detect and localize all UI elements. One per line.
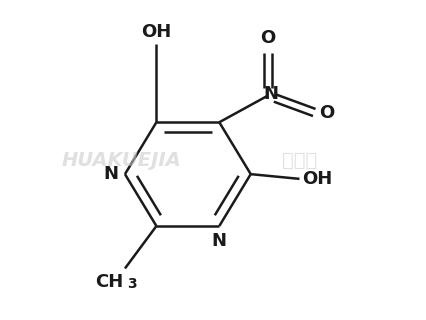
Text: O: O xyxy=(260,29,276,47)
Text: N: N xyxy=(212,232,227,250)
Text: HUAKUEJIA: HUAKUEJIA xyxy=(62,150,182,170)
Text: 化学加: 化学加 xyxy=(282,150,317,170)
Text: O: O xyxy=(319,104,334,122)
Text: N: N xyxy=(263,85,278,103)
Text: 3: 3 xyxy=(127,277,137,291)
Text: N: N xyxy=(103,165,118,183)
Text: CH: CH xyxy=(95,273,124,291)
Text: OH: OH xyxy=(302,170,333,188)
Text: OH: OH xyxy=(141,22,172,41)
